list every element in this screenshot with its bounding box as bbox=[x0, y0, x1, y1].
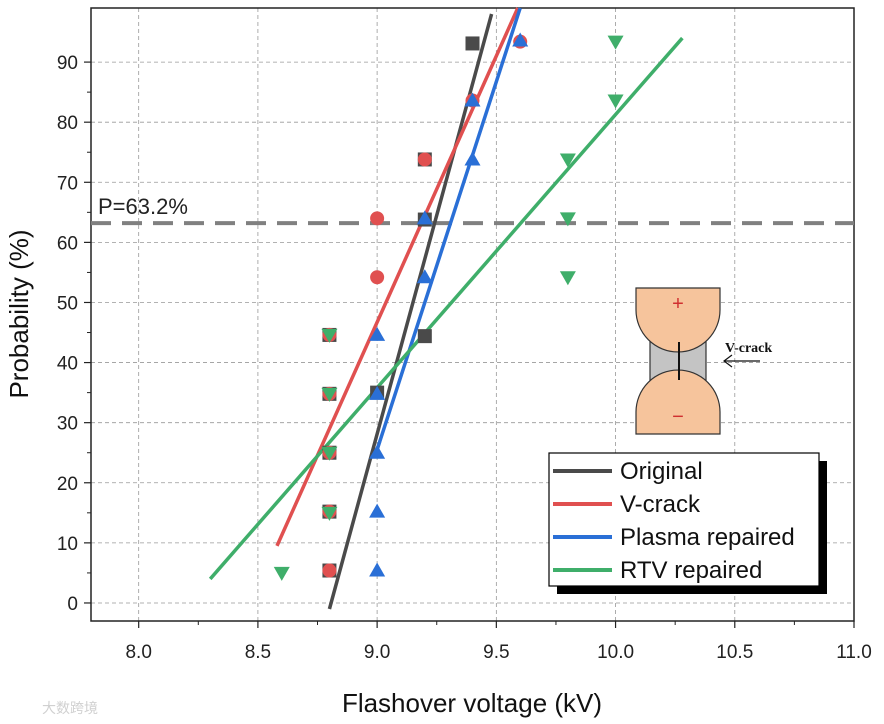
y-tick-label: 90 bbox=[57, 53, 78, 74]
x-tick-label: 8.5 bbox=[245, 642, 271, 663]
grid bbox=[91, 8, 854, 621]
legend-label-plasma-repaired: Plasma repaired bbox=[620, 524, 795, 551]
x-axis-title: Flashover voltage (kV) bbox=[342, 688, 602, 718]
y-tick-label: 0 bbox=[67, 594, 78, 615]
data-point-v-crack bbox=[322, 563, 337, 578]
y-axis-title: Probability (%) bbox=[4, 229, 34, 398]
fit-line-plasma-repaired bbox=[375, 7, 522, 451]
inset-plus-sign: + bbox=[672, 293, 684, 315]
x-tick-label: 9.0 bbox=[364, 642, 390, 663]
data-point-original bbox=[417, 329, 432, 344]
data-point-plasma-repaired bbox=[416, 269, 433, 284]
x-tick-label: 8.0 bbox=[125, 642, 151, 663]
data-point-plasma-repaired bbox=[416, 210, 433, 225]
data-point-plasma-repaired bbox=[464, 92, 481, 107]
fit-line-original bbox=[327, 13, 494, 610]
data-point-rtv-repaired bbox=[559, 153, 576, 168]
y-tick-label: 10 bbox=[57, 534, 78, 555]
inset-v-crack-label: V-crack bbox=[725, 341, 772, 356]
x-tick-label: 11.0 bbox=[836, 642, 872, 663]
legend-label-v-crack: V-crack bbox=[620, 491, 701, 518]
data-point-rtv-repaired bbox=[321, 506, 338, 521]
data-point-plasma-repaired bbox=[464, 151, 481, 166]
reference-line-label: P=63.2% bbox=[98, 194, 188, 219]
data-point-plasma-repaired bbox=[369, 385, 386, 400]
data-point-rtv-repaired bbox=[321, 328, 338, 343]
data-point-rtv-repaired bbox=[273, 566, 290, 581]
y-tick-label: 30 bbox=[57, 414, 78, 435]
inset-top-electrode bbox=[635, 287, 721, 353]
fit-line-rtv-repaired bbox=[208, 36, 684, 581]
data-point-rtv-repaired bbox=[559, 271, 576, 286]
v-crack-inset: + − V-crack bbox=[635, 287, 772, 435]
y-tick-label: 70 bbox=[57, 173, 78, 194]
y-tick-label: 50 bbox=[57, 293, 78, 314]
data-point-v-crack bbox=[417, 152, 432, 167]
x-tick-label: 10.0 bbox=[597, 642, 634, 663]
legend-entries: Original V-crack Plasma repaired RTV repair… bbox=[553, 458, 795, 584]
data-point-plasma-repaired bbox=[369, 326, 386, 341]
data-point-plasma-repaired bbox=[369, 444, 386, 459]
y-tick-label: 20 bbox=[57, 474, 78, 495]
legend-label-original: Original bbox=[620, 458, 703, 485]
inset-bottom-electrode bbox=[635, 369, 721, 435]
inset-arrow-head bbox=[723, 354, 733, 368]
watermark: 大数跨境 bbox=[42, 701, 98, 717]
y-tick-label: 80 bbox=[57, 113, 78, 134]
y-tick-label: 60 bbox=[57, 233, 78, 254]
data-point-plasma-repaired bbox=[369, 503, 386, 518]
data-point-rtv-repaired bbox=[321, 387, 338, 402]
data-point-v-crack bbox=[370, 270, 385, 285]
x-tick-label: 10.5 bbox=[716, 642, 753, 663]
y-tick-labels: 0 10 20 30 40 50 60 70 80 90 bbox=[57, 53, 78, 615]
data-point-plasma-repaired bbox=[369, 562, 386, 577]
data-points bbox=[273, 32, 624, 581]
legend-box bbox=[548, 452, 820, 587]
x-tick-label: 9.5 bbox=[483, 642, 509, 663]
legend: Original V-crack Plasma repaired RTV repair… bbox=[548, 452, 827, 594]
y-tick-label: 40 bbox=[57, 354, 78, 375]
data-point-original bbox=[465, 36, 480, 51]
data-point-plasma-repaired bbox=[512, 32, 529, 47]
plot-frame bbox=[90, 7, 855, 622]
legend-label-rtv-repaired: RTV repaired bbox=[620, 557, 762, 584]
inset-minus-sign: − bbox=[672, 406, 684, 428]
data-point-rtv-repaired bbox=[321, 446, 338, 461]
axis-ticks bbox=[84, 61, 855, 628]
x-tick-labels: 8.0 8.5 9.0 9.5 10.0 10.5 11.0 bbox=[125, 642, 871, 663]
data-point-rtv-repaired bbox=[607, 35, 624, 50]
data-point-rtv-repaired bbox=[559, 212, 576, 227]
data-point-rtv-repaired bbox=[607, 94, 624, 109]
data-point-v-crack bbox=[370, 211, 385, 226]
